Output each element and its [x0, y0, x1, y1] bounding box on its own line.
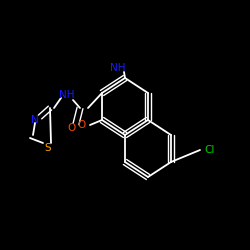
Text: O: O [68, 123, 76, 133]
Text: NH: NH [110, 63, 126, 73]
Text: O: O [78, 120, 86, 130]
Text: Cl: Cl [205, 145, 215, 155]
Text: NH: NH [59, 90, 75, 100]
Text: S: S [45, 143, 51, 153]
Text: N: N [31, 115, 39, 125]
